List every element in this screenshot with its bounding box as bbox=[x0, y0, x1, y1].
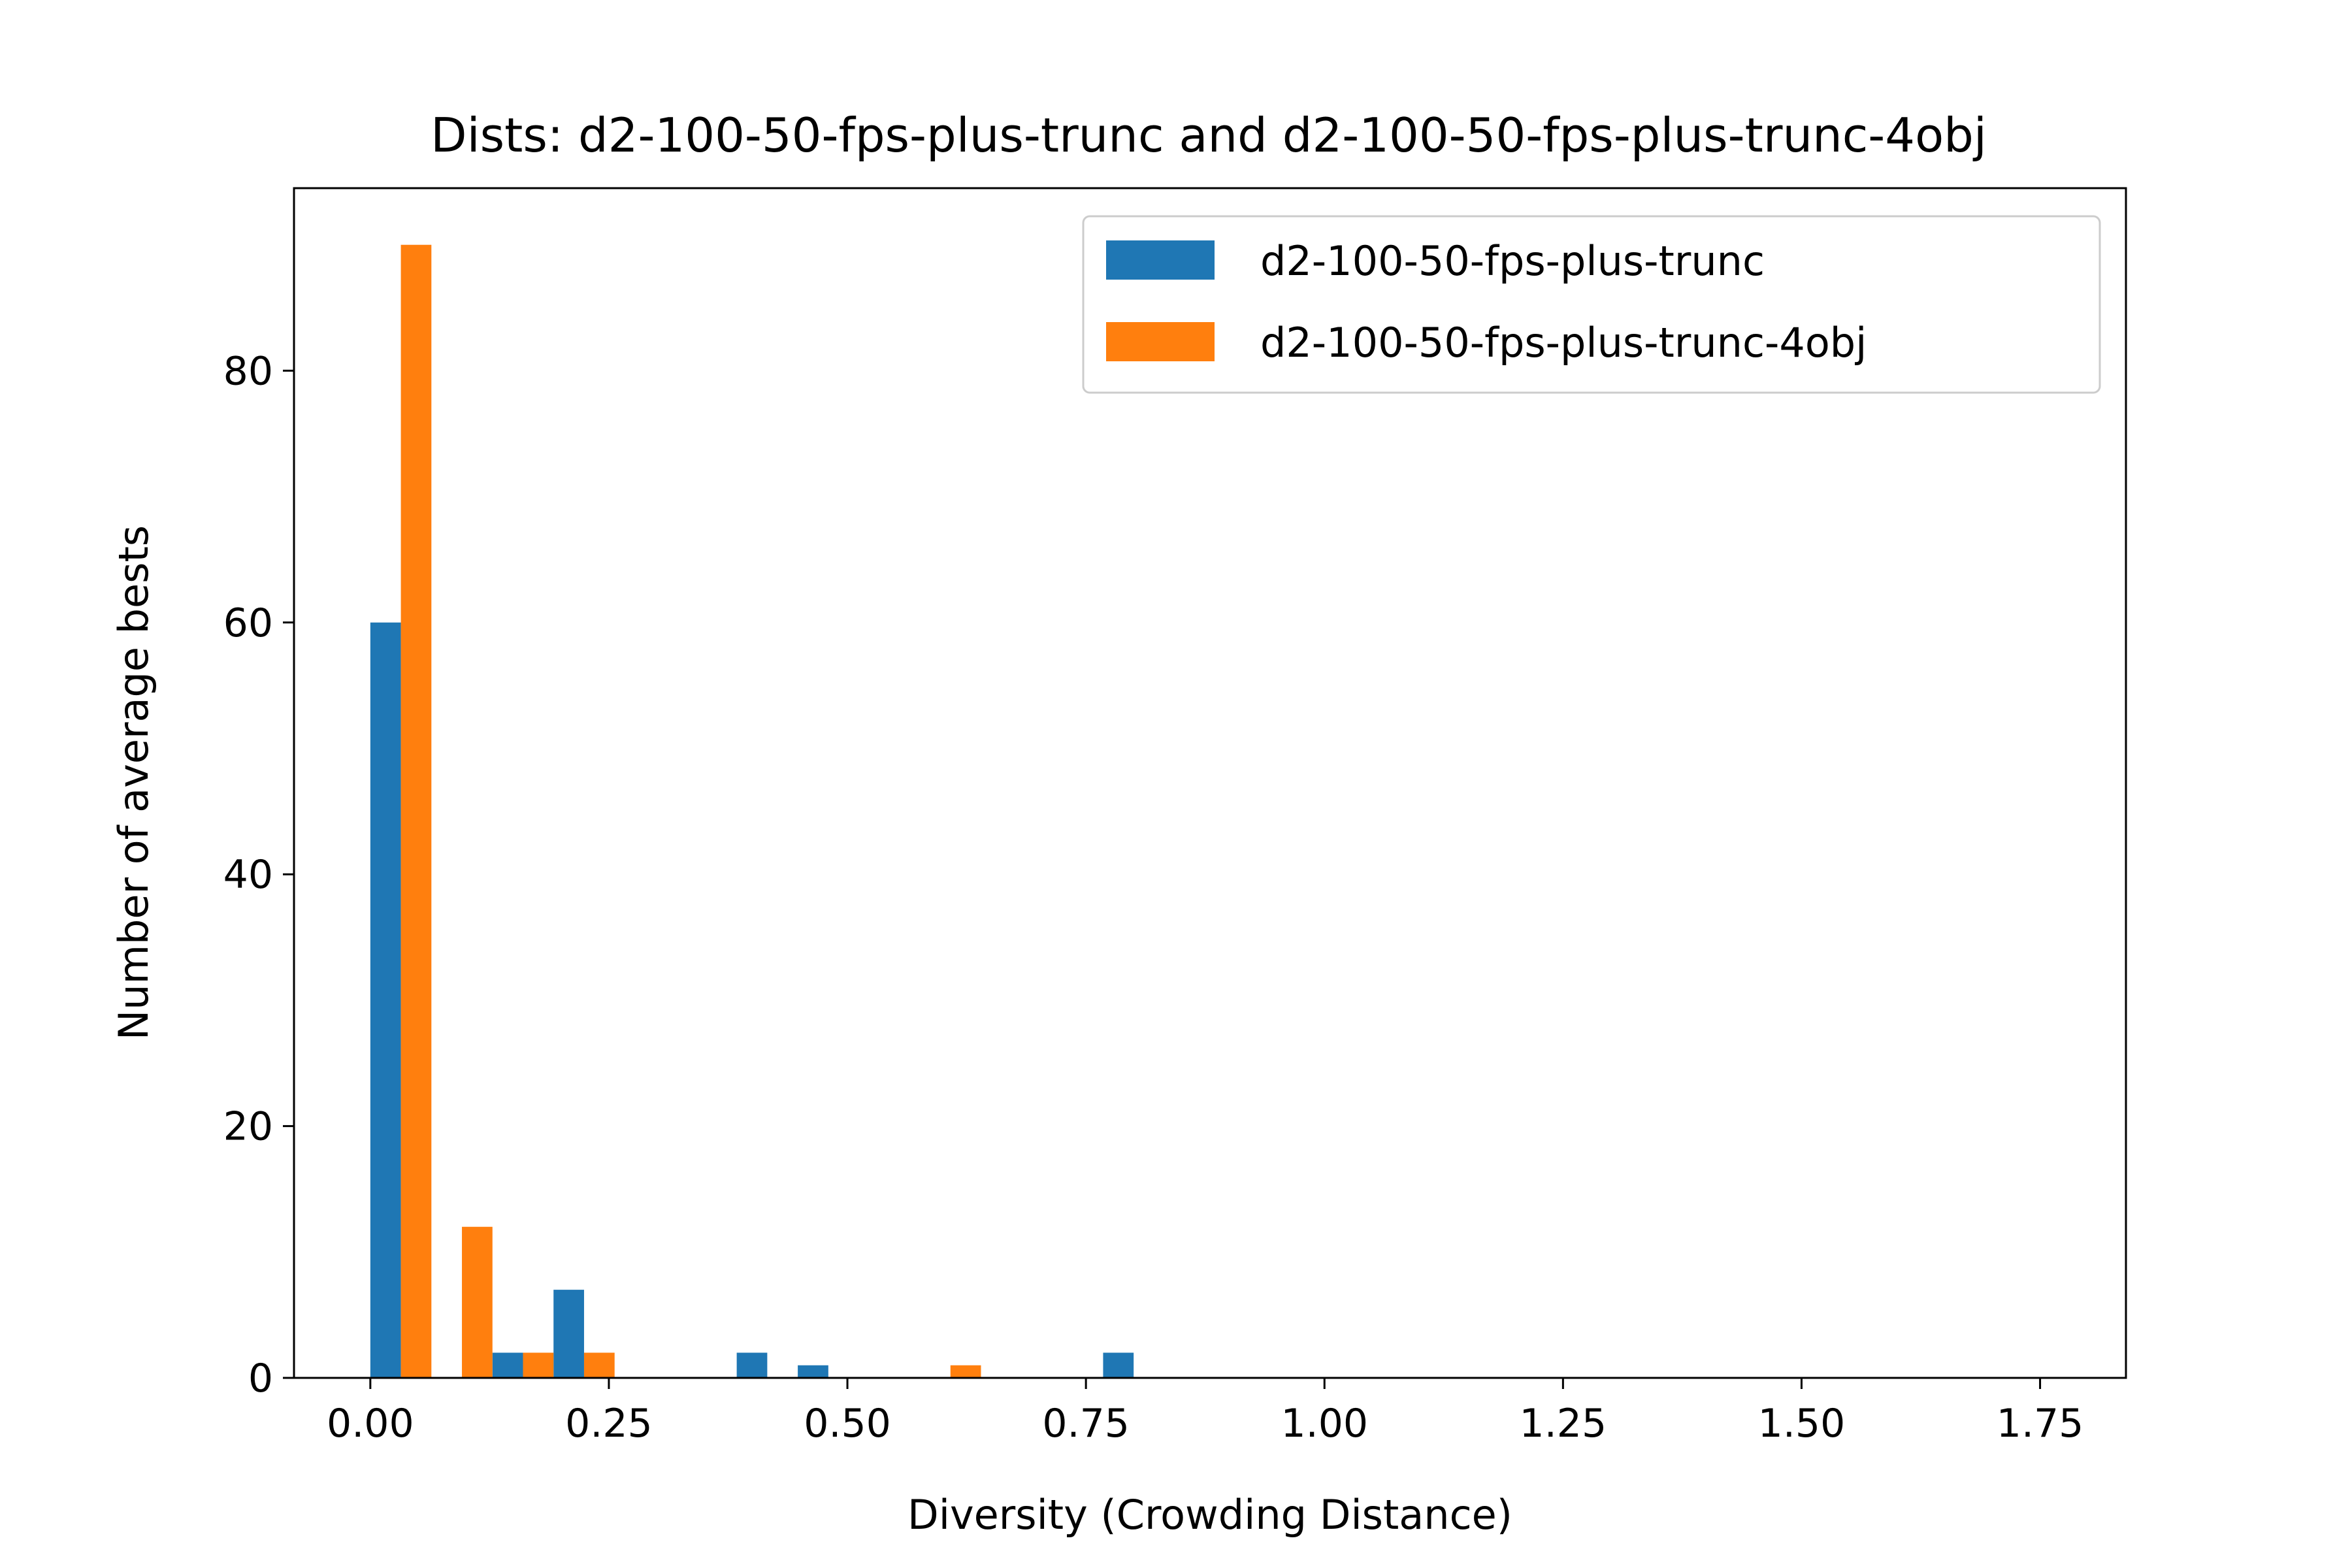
bar-series-2-bin-3 bbox=[583, 1352, 615, 1378]
bar-series-1-bin-6 bbox=[736, 1352, 768, 1378]
bar-series-2-bin-9 bbox=[950, 1365, 981, 1378]
bar-series-1-bin-7 bbox=[798, 1365, 828, 1378]
y-tick-label: 80 bbox=[223, 348, 273, 394]
legend-label-series-1: d2-100-50-fps-plus-trunc bbox=[1260, 237, 1765, 285]
bar-series-1-bin-3 bbox=[553, 1290, 584, 1378]
y-tick-label: 40 bbox=[223, 852, 273, 898]
bar-series-2-bin-0 bbox=[400, 244, 432, 1378]
x-tick-label: 1.25 bbox=[1520, 1401, 1607, 1446]
x-tick-label: 1.75 bbox=[1997, 1401, 2084, 1446]
chart-title: Dists: d2-100-50-fps-plus-trunc and d2-1… bbox=[431, 108, 1987, 163]
y-axis-ticks: 0 20 40 60 80 bbox=[223, 348, 294, 1401]
x-tick-label: 0.50 bbox=[804, 1401, 891, 1446]
legend-swatch-series-2 bbox=[1106, 322, 1215, 361]
bar-series-2-bin-2 bbox=[523, 1352, 554, 1378]
x-tick-label: 0.00 bbox=[327, 1401, 414, 1446]
legend-box bbox=[1082, 215, 2101, 394]
legend: d2-100-50-fps-plus-trunc d2-100-50-fps-p… bbox=[1082, 215, 2101, 394]
y-tick-label: 0 bbox=[248, 1356, 273, 1401]
bar-series-1-bin-2 bbox=[492, 1352, 523, 1378]
plot-area-frame bbox=[293, 187, 2127, 1379]
bar-series-2-bin-1 bbox=[462, 1226, 493, 1378]
bar-series-1-bin-0 bbox=[370, 622, 401, 1378]
x-tick-label: 1.50 bbox=[1758, 1401, 1846, 1446]
legend-swatch-series-1 bbox=[1106, 240, 1215, 280]
y-axis-label: Number of average bests bbox=[110, 525, 157, 1040]
y-tick-label: 60 bbox=[223, 600, 273, 646]
x-tick-label: 0.25 bbox=[565, 1401, 653, 1446]
x-tick-label: 0.75 bbox=[1042, 1401, 1130, 1446]
y-tick-label: 20 bbox=[223, 1104, 273, 1150]
bar-series-1-bin-12 bbox=[1103, 1352, 1134, 1378]
x-tick-label: 1.00 bbox=[1281, 1401, 1368, 1446]
bars-layer bbox=[370, 244, 1134, 1378]
legend-label-series-2: d2-100-50-fps-plus-trunc-4obj bbox=[1260, 319, 1867, 367]
x-axis-ticks: 0.00 0.25 0.50 0.75 1.00 1.25 1.50 1.75 bbox=[327, 1378, 2083, 1446]
x-axis-label: Diversity (Crowding Distance) bbox=[907, 1491, 1512, 1539]
